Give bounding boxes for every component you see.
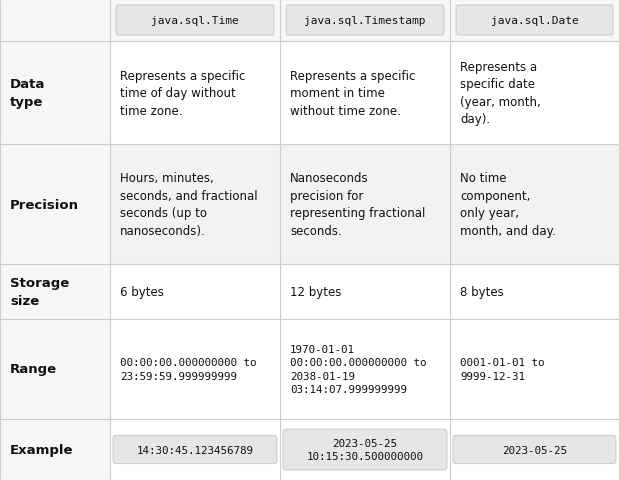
- FancyBboxPatch shape: [116, 6, 274, 36]
- Bar: [0, 42, 110, 144]
- Bar: [280, 144, 450, 264]
- Bar: [280, 319, 450, 419]
- Text: 14:30:45.123456789: 14:30:45.123456789: [137, 444, 254, 455]
- Text: Represents a
specific date
(year, month,
day).: Represents a specific date (year, month,…: [460, 60, 541, 126]
- Bar: [450, 42, 619, 144]
- Bar: [280, 264, 450, 319]
- Bar: [110, 144, 280, 264]
- Bar: [280, 42, 450, 144]
- Bar: [450, 264, 619, 319]
- Bar: [110, 42, 280, 144]
- FancyBboxPatch shape: [453, 435, 616, 464]
- FancyBboxPatch shape: [113, 435, 277, 464]
- Bar: [450, 419, 619, 480]
- Text: Hours, minutes,
seconds, and fractional
seconds (up to
nanoseconds).: Hours, minutes, seconds, and fractional …: [120, 172, 258, 237]
- Bar: [0, 0, 110, 42]
- Bar: [0, 419, 110, 480]
- Bar: [450, 0, 619, 42]
- Text: No time
component,
only year,
month, and day.: No time component, only year, month, and…: [460, 172, 556, 237]
- Text: 8 bytes: 8 bytes: [460, 286, 504, 299]
- Bar: [0, 144, 110, 264]
- Text: 2023-05-25
10:15:30.500000000: 2023-05-25 10:15:30.500000000: [306, 438, 423, 461]
- FancyBboxPatch shape: [456, 6, 613, 36]
- Bar: [280, 0, 450, 42]
- Bar: [0, 264, 110, 319]
- Text: java.sql.Timestamp: java.sql.Timestamp: [305, 16, 426, 26]
- Text: 2023-05-25: 2023-05-25: [502, 444, 567, 455]
- Bar: [110, 419, 280, 480]
- Bar: [0, 319, 110, 419]
- Text: 0001-01-01 to
9999-12-31: 0001-01-01 to 9999-12-31: [460, 358, 545, 381]
- Text: Nanoseconds
precision for
representing fractional
seconds.: Nanoseconds precision for representing f…: [290, 172, 425, 237]
- Text: Example: Example: [10, 443, 74, 456]
- Bar: [450, 319, 619, 419]
- Text: java.sql.Time: java.sql.Time: [151, 16, 239, 26]
- Text: Data
type: Data type: [10, 78, 45, 108]
- Text: Represents a specific
time of day without
time zone.: Represents a specific time of day withou…: [120, 69, 245, 117]
- Text: 00:00:00.000000000 to
23:59:59.999999999: 00:00:00.000000000 to 23:59:59.999999999: [120, 358, 256, 381]
- Bar: [110, 319, 280, 419]
- Text: Precision: Precision: [10, 198, 79, 211]
- Text: 1970-01-01
00:00:00.000000000 to
2038-01-19
03:14:07.999999999: 1970-01-01 00:00:00.000000000 to 2038-01…: [290, 344, 426, 395]
- Bar: [110, 264, 280, 319]
- Bar: [280, 419, 450, 480]
- FancyBboxPatch shape: [286, 6, 444, 36]
- Text: 12 bytes: 12 bytes: [290, 286, 341, 299]
- Bar: [110, 0, 280, 42]
- Text: Represents a specific
moment in time
without time zone.: Represents a specific moment in time wit…: [290, 69, 415, 117]
- Text: Storage
size: Storage size: [10, 276, 69, 307]
- Text: Range: Range: [10, 363, 57, 376]
- Text: 6 bytes: 6 bytes: [120, 286, 164, 299]
- Text: java.sql.Date: java.sql.Date: [491, 16, 578, 26]
- Bar: [450, 144, 619, 264]
- FancyBboxPatch shape: [283, 429, 447, 470]
